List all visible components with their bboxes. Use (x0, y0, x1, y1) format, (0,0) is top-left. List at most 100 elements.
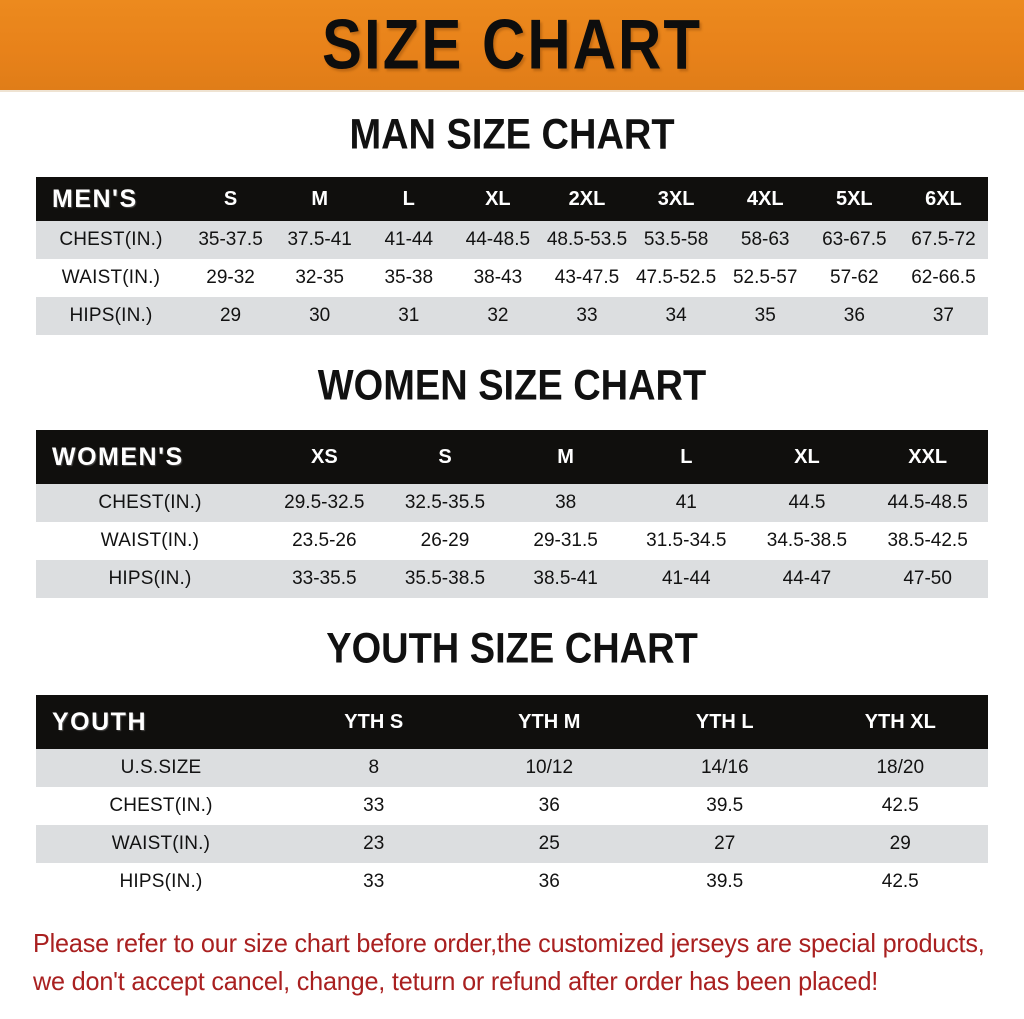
youth-cell: 10/12 (525, 757, 574, 778)
man-cell: 48.5-53.5 (546, 229, 628, 250)
women-cell: 33-35.5 (292, 568, 357, 589)
man-size-header-4xl: 4XL (746, 187, 784, 210)
man-cell: 63-67.5 (822, 229, 887, 250)
women-header-row: WOMEN'S XS S M L XL XXL (36, 430, 988, 484)
youth-cell: 33 (363, 871, 385, 892)
youth-header-row: YOUTH YTH S YTH M YTH L YTH XL (36, 695, 988, 749)
man-size-header-5xl: 5XL (835, 187, 873, 210)
banner: SIZE CHART (0, 0, 1024, 92)
man-row-label: HIPS(IN.) (69, 305, 153, 326)
women-cell: 23.5-26 (292, 530, 357, 551)
youth-cell: 36 (538, 795, 560, 816)
man-cell: 32-35 (295, 267, 344, 288)
man-size-header-6xl: 6XL (925, 187, 962, 210)
youth-size-header-yth-s: YTH S (344, 710, 404, 733)
man-cell: 37 (932, 305, 954, 326)
women-section-title: WOMEN SIZE CHART (317, 362, 707, 410)
youth-cell: 42.5 (881, 871, 919, 892)
man-cell: 38-43 (473, 267, 523, 288)
footer-note-line-2: we don't accept cancel, change, teturn o… (33, 965, 879, 996)
women-cell: 44-47 (782, 568, 832, 589)
women-cell: 31.5-34.5 (646, 530, 727, 551)
man-row-label: WAIST(IN.) (61, 267, 161, 288)
table-row: WAIST(IN.) 23 25 27 29 (36, 825, 988, 863)
man-cell: 37.5-41 (287, 229, 352, 250)
youth-table-body: U.S.SIZE 8 10/12 14/16 18/20 CHEST(IN.) 33 36 39… (36, 749, 988, 901)
man-cell: 44-48.5 (465, 229, 531, 250)
youth-cell: 8 (368, 757, 380, 778)
youth-cell: 27 (714, 833, 736, 854)
man-cell: 62-66.5 (911, 267, 976, 288)
youth-row-label: U.S.SIZE (120, 757, 202, 778)
youth-cell: 23 (363, 833, 385, 854)
man-header-row: MEN'S S M L XL 2XL 3XL 4XL 5XL 6XL (36, 177, 988, 221)
women-size-header-xxl: XXL (908, 445, 948, 468)
youth-cell: 14/16 (700, 757, 749, 778)
women-size-table: WOMEN'S XS S M L XL XXL CHEST(IN.) 29.5-32.5 32… (36, 430, 988, 598)
man-cell: 47.5-52.5 (635, 267, 717, 288)
man-cell: 57-62 (830, 267, 879, 288)
man-section-title: MAN SIZE CHART (349, 111, 675, 159)
women-cell: 34.5-38.5 (766, 530, 848, 551)
women-row-label: HIPS(IN.) (108, 568, 192, 589)
youth-row-label: HIPS(IN.) (119, 871, 203, 892)
man-cell: 34 (665, 305, 687, 326)
man-cell: 29-32 (206, 267, 255, 288)
man-row-label: CHEST(IN.) (59, 229, 163, 250)
man-cell: 58-63 (740, 229, 790, 250)
table-row: U.S.SIZE 8 10/12 14/16 18/20 (36, 749, 988, 787)
man-cell: 53.5-58 (643, 229, 709, 250)
banner-title: SIZE CHART (322, 4, 702, 84)
women-cell: 38.5-41 (533, 568, 598, 589)
man-cell: 67.5-72 (911, 229, 976, 250)
man-cell: 35 (754, 305, 776, 326)
youth-cell: 39.5 (706, 871, 744, 892)
women-table-wrap: WOMEN'S XS S M L XL XXL CHEST(IN.) 29.5-32.5 32… (36, 430, 988, 598)
man-size-header-xl: XL (485, 187, 511, 210)
table-row: CHEST(IN.) 35-37.5 37.5-41 41-44 44-48.5 48.5… (36, 221, 988, 259)
man-cell: 52.5-57 (732, 267, 798, 288)
man-size-table: MEN'S S M L XL 2XL 3XL 4XL 5XL 6XL CHEST(IN.) 35-… (36, 177, 988, 335)
youth-table-wrap: YOUTH YTH S YTH M YTH L YTH XL U.S.SIZE 8 10/… (36, 695, 988, 901)
youth-size-table: YOUTH YTH S YTH M YTH L YTH XL U.S.SIZE 8 10/… (36, 695, 988, 901)
women-size-header-s: S (438, 445, 452, 468)
women-cell: 44.5 (788, 492, 826, 513)
women-size-header-l: L (680, 445, 693, 468)
table-row: HIPS(IN.) 29 30 31 32 33 34 35 36 37 (36, 297, 988, 335)
man-cell: 35-37.5 (198, 229, 263, 250)
man-size-header-2xl: 2XL (568, 187, 606, 210)
man-cell: 29 (219, 305, 242, 326)
footer-note-line-1: Please refer to our size chart before or… (33, 928, 985, 958)
women-cell: 29.5-32.5 (284, 492, 365, 513)
youth-cell: 36 (538, 871, 560, 892)
youth-row-label: WAIST(IN.) (111, 833, 211, 854)
youth-section-title: YOUTH SIZE CHART (326, 625, 698, 673)
man-cell: 32 (487, 305, 509, 326)
women-size-header-xs: XS (310, 445, 338, 468)
women-size-header-xl: XL (794, 445, 820, 468)
women-category-label: WOMEN'S (52, 442, 184, 471)
youth-row-label: CHEST(IN.) (109, 795, 213, 816)
man-category-label: MEN'S (52, 184, 138, 213)
man-table-body: CHEST(IN.) 35-37.5 37.5-41 41-44 44-48.5 48.5… (36, 221, 988, 335)
women-cell: 26-29 (420, 530, 470, 551)
women-cell: 47-50 (903, 568, 952, 589)
youth-size-header-yth-xl: YTH XL (864, 710, 936, 733)
man-cell: 41-44 (384, 229, 434, 250)
table-row: HIPS(IN.) 33-35.5 35.5-38.5 38.5-41 41-44 44-… (36, 560, 988, 598)
table-row: CHEST(IN.) 33 36 39.5 42.5 (36, 787, 988, 825)
women-cell: 32.5-35.5 (404, 492, 486, 513)
youth-cell: 25 (538, 833, 560, 854)
women-cell: 38 (555, 492, 577, 513)
footer-note: Please refer to our size chart before or… (33, 925, 985, 1000)
youth-table-head: YOUTH YTH S YTH M YTH L YTH XL (36, 695, 988, 749)
man-cell: 30 (309, 305, 331, 326)
youth-cell: 18/20 (876, 757, 925, 778)
women-cell: 44.5-48.5 (887, 492, 968, 513)
women-row-label: WAIST(IN.) (100, 530, 200, 551)
man-cell: 36 (843, 305, 865, 326)
youth-cell: 33 (363, 795, 385, 816)
women-cell: 35.5-38.5 (404, 568, 486, 589)
women-cell: 41 (675, 492, 697, 513)
